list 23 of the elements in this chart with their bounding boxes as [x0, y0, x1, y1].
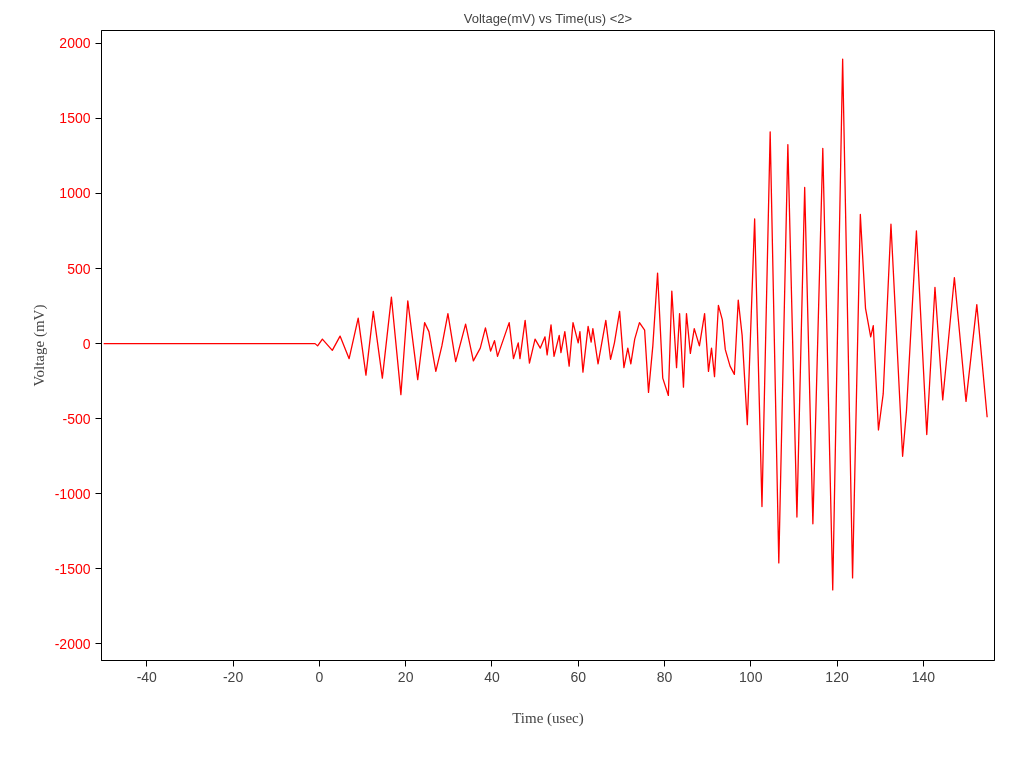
- x-tick-label: 140: [911, 668, 936, 685]
- x-tick-label: -40: [136, 668, 158, 685]
- y-tick-label: 0: [82, 335, 91, 352]
- x-tick-label: 20: [397, 668, 414, 685]
- x-tick-label: 80: [656, 668, 673, 685]
- y-tick-label: -500: [62, 410, 91, 427]
- y-tick-label: 500: [67, 260, 91, 277]
- x-tick-label: 60: [570, 668, 587, 685]
- x-tick-label: 120: [825, 668, 849, 685]
- y-tick-label: 2000: [59, 35, 91, 52]
- y-tick-label: 1000: [59, 185, 91, 202]
- chart-title: Voltage(mV) vs Time(us) <2>: [463, 10, 633, 26]
- y-tick-label: -1500: [54, 560, 91, 577]
- x-axis-title: Time (usec): [512, 709, 584, 727]
- x-tick-label: -20: [222, 668, 244, 685]
- line-series: [103, 58, 988, 591]
- y-axis-title: Voltage (mV): [30, 304, 48, 387]
- x-tick-label: 40: [484, 668, 500, 685]
- y-tick-label: -2000: [54, 635, 91, 652]
- y-tick-label: 1500: [59, 110, 91, 127]
- x-tick-label: 100: [739, 668, 763, 685]
- y-tick-label: -1000: [54, 485, 91, 502]
- x-tick-label: 0: [315, 668, 324, 685]
